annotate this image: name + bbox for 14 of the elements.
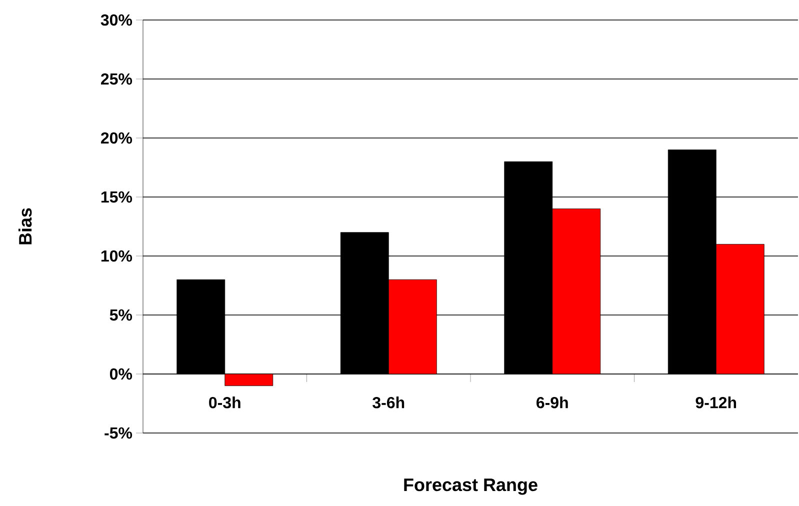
y-tick-label: 10%	[101, 250, 132, 262]
x-tick-label: 6-9h	[536, 396, 568, 408]
y-tick-label: 20%	[100, 132, 132, 144]
y-tick-label: 0%	[110, 368, 132, 380]
y-tick-label: 15%	[101, 191, 132, 203]
y-tick-label: 30%	[100, 14, 132, 26]
y-tick-label: 25%	[100, 73, 132, 85]
x-tick-label: 9-12h	[696, 396, 736, 408]
x-tick-label: 0-3h	[209, 396, 240, 408]
x-tick-label: 3-6h	[372, 396, 404, 408]
x-axis-title: Forecast Range	[404, 478, 538, 495]
y-axis-title: Bias	[18, 208, 32, 244]
y-tick-label: 5%	[110, 309, 132, 321]
y-tick-label: -5%	[104, 427, 132, 439]
